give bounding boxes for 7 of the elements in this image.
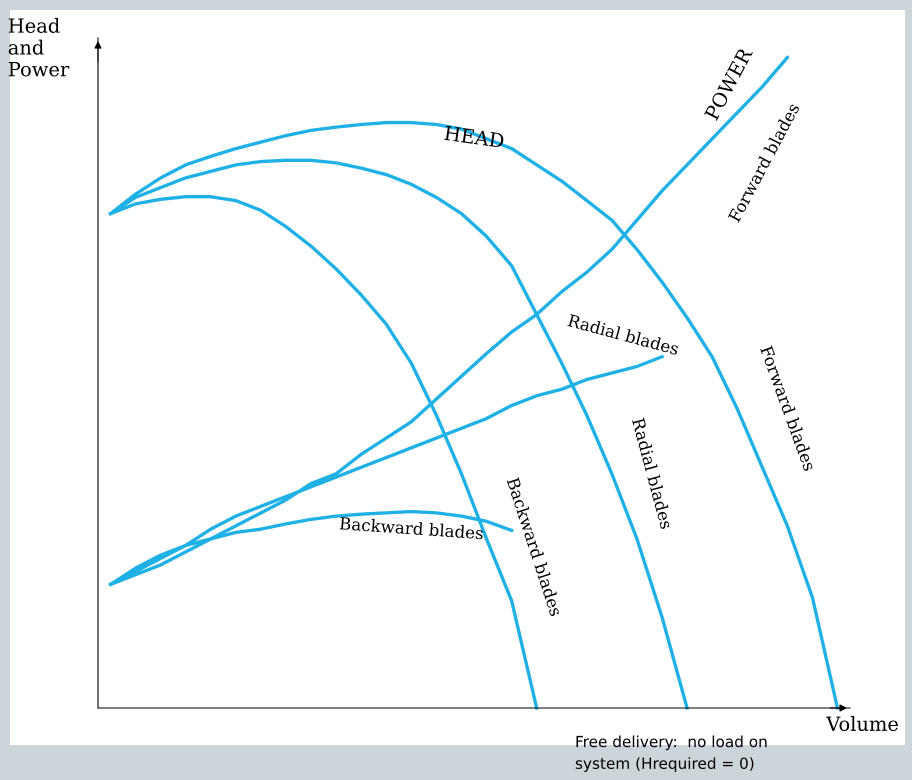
text: Radial blades <box>632 417 674 530</box>
y-axis-title: Head and Power <box>8 18 70 76</box>
text: Radial blades <box>567 314 680 356</box>
annotation: HEAD <box>444 126 504 148</box>
series-label: Backward blades <box>340 516 484 540</box>
text: Free delivery: no load on system (Hrequired = 0) <box>576 735 767 772</box>
x-axis-title: Volume <box>826 716 898 732</box>
